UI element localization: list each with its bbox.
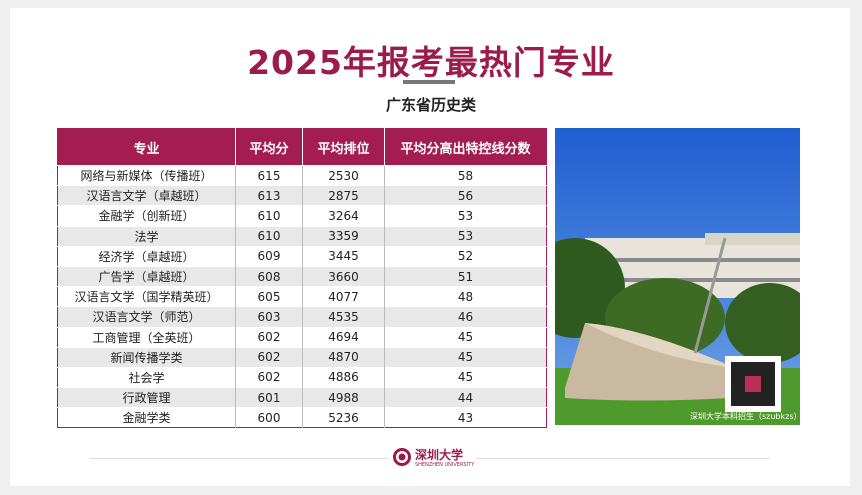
table-cell: 汉语言文学（卓越班）: [57, 185, 236, 206]
table-row: 工商管理（全英班） 602 4694 45: [57, 326, 547, 348]
table-row: 新闻传播学类 602 4870 45: [57, 346, 547, 368]
table-cell: 经济学（卓越班）: [57, 245, 236, 267]
table-cell: 汉语言文学（师范）: [57, 306, 236, 327]
table-cell: 3264: [302, 205, 385, 227]
table-row: 金融学类 600 5236 43: [57, 407, 547, 428]
title-underline: [403, 80, 455, 84]
table-row: 行政管理 601 4988 44: [57, 387, 547, 408]
table-cell: 新闻传播学类: [57, 346, 236, 368]
table-cell: 603: [235, 306, 303, 327]
logo-text: 深圳大学: [415, 448, 464, 462]
column-header: 平均分: [235, 128, 303, 166]
photo-caption: 深圳大学本科招生（szubkzs）: [690, 412, 802, 421]
table-cell: 51: [384, 265, 547, 287]
table-cell: 行政管理: [57, 387, 236, 408]
table: 专业 平均分 平均排位 平均分高出特控线分数 网络与新媒体（传播班） 615 2530 58…: [57, 128, 547, 429]
table-cell: 601: [235, 387, 303, 408]
table-cell: 4535: [302, 306, 385, 327]
table-cell: 汉语言文学（国学精英班）: [57, 286, 236, 307]
table-cell: 4077: [302, 286, 385, 307]
campus-photo: [555, 128, 800, 425]
table-cell: 3660: [302, 265, 385, 287]
table-cell: 社会学: [57, 366, 236, 388]
table-row: 社会学 602 4886 45: [57, 366, 547, 388]
table-row: 经济学（卓越班） 609 3445 52: [57, 245, 547, 267]
table-row: 汉语言文学（师范） 603 4535 46: [57, 306, 547, 327]
table-cell: 613: [235, 185, 303, 206]
table-cell: 43: [384, 407, 547, 428]
title: 2025年报考最热门专业: [247, 43, 615, 82]
table-cell: 金融学类: [57, 407, 236, 428]
table-row: 汉语言文学（卓越班） 613 2875 56: [57, 185, 547, 206]
table-cell: 广告学（卓越班）: [57, 265, 236, 287]
table-row: 金融学（创新班） 610 3264 53: [57, 205, 547, 227]
table-cell: 工商管理（全英班）: [57, 326, 236, 348]
table-cell: 605: [235, 286, 303, 307]
table-row: 汉语言文学（国学精英班） 605 4077 48: [57, 286, 547, 307]
table-row: 法学 610 3359 53: [57, 225, 547, 247]
table-cell: 610: [235, 205, 303, 227]
table-cell: 4694: [302, 326, 385, 348]
table-header: 专业 平均分 平均排位 平均分高出特控线分数: [57, 128, 547, 166]
table-cell: 610: [235, 225, 303, 247]
table-cell: 45: [384, 366, 547, 388]
table-cell: 法学: [57, 225, 236, 247]
table-cell: 608: [235, 265, 303, 287]
table-cell: 48: [384, 286, 547, 307]
table-cell: 615: [235, 164, 303, 186]
table-cell: 3445: [302, 245, 385, 267]
table-cell: 网络与新媒体（传播班）: [57, 164, 236, 186]
table-cell: 4870: [302, 346, 385, 368]
table-cell: 609: [235, 245, 303, 267]
table-cell: 53: [384, 225, 547, 247]
column-header: 平均分高出特控线分数: [384, 128, 547, 166]
table-cell: 56: [384, 185, 547, 206]
table-cell: 58: [384, 164, 547, 186]
table-cell: 45: [384, 346, 547, 368]
table-cell: 602: [235, 346, 303, 368]
table-cell: 3359: [302, 225, 385, 247]
table-cell: 2875: [302, 185, 385, 206]
logo-emblem: [393, 448, 411, 466]
table-cell: 53: [384, 205, 547, 227]
subtitle: 广东省历史类: [385, 96, 476, 114]
table-cell: 45: [384, 326, 547, 348]
table-body: 网络与新媒体（传播班） 615 2530 58 汉语言文学（卓越班） 613 2875 56 金…: [57, 164, 547, 428]
table-cell: 4886: [302, 366, 385, 388]
table-cell: 金融学（创新班）: [57, 205, 236, 227]
table-cell: 602: [235, 326, 303, 348]
column-header: 平均排位: [302, 128, 385, 166]
table-row: 网络与新媒体（传播班） 615 2530 58: [57, 164, 547, 186]
table-cell: 46: [384, 306, 547, 327]
table-cell: 2530: [302, 164, 385, 186]
table-cell: 52: [384, 245, 547, 267]
table-cell: 5236: [302, 407, 385, 428]
column-header: 专业: [57, 128, 236, 166]
table-cell: 600: [235, 407, 303, 428]
table-cell: 4988: [302, 387, 385, 408]
table-row: 广告学（卓越班） 608 3660 51: [57, 265, 547, 287]
table-cell: 602: [235, 366, 303, 388]
table-cell: 44: [384, 387, 547, 408]
logo-subtext: SHENZHEN UNIVERSITY: [415, 462, 475, 468]
